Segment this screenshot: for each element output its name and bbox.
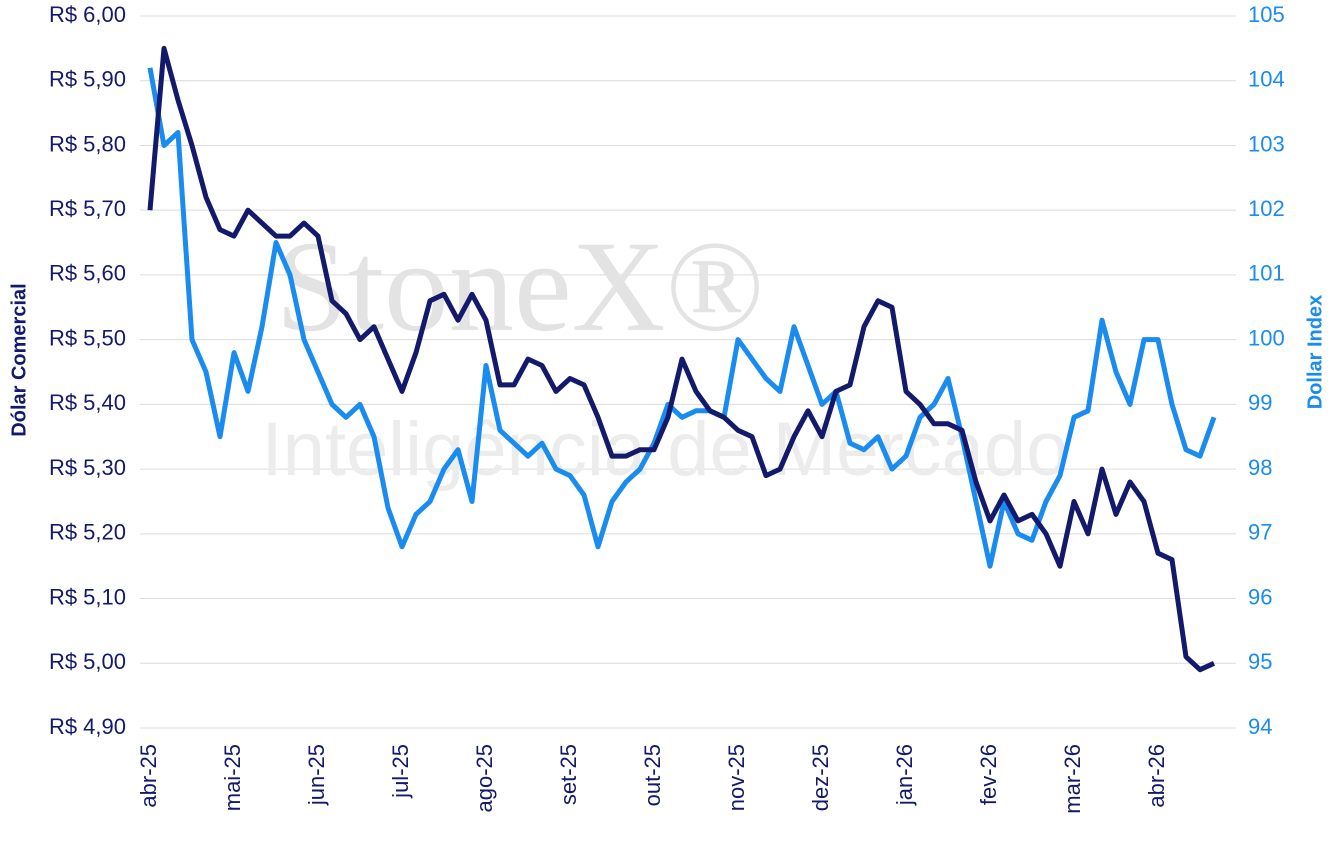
x-tick-label: set-25 xyxy=(556,744,581,805)
y2-tick-label: 101 xyxy=(1248,261,1285,286)
y-tick-label: R$ 5,80 xyxy=(49,131,126,156)
y2-tick-label: 96 xyxy=(1248,584,1272,609)
y-tick-label: R$ 5,00 xyxy=(49,649,126,674)
x-tick-label: jul-25 xyxy=(388,744,413,799)
y-tick-label: R$ 5,60 xyxy=(49,261,126,286)
x-tick-label: nov-25 xyxy=(724,744,749,811)
watermark: StoneX® xyxy=(276,215,765,359)
x-tick-label: jun-25 xyxy=(304,744,329,806)
series-line xyxy=(147,67,1217,569)
x-tick-label: mar-26 xyxy=(1060,744,1085,814)
y-tick-label: R$ 5,10 xyxy=(49,584,126,609)
x-tick-label: dez-25 xyxy=(808,744,833,811)
x-tick-label: jan-26 xyxy=(892,744,917,806)
x-tick-label: abr-25 xyxy=(136,744,161,808)
y2-axis-title: Dollar Index xyxy=(1304,295,1326,409)
y2-tick-label: 100 xyxy=(1248,325,1285,350)
y-tick-label: R$ 6,00 xyxy=(49,2,126,27)
y-tick-label: R$ 5,50 xyxy=(49,325,126,350)
series-line xyxy=(147,45,1216,673)
x-tick-label: abr-26 xyxy=(1144,744,1169,808)
y2-tick-label: 99 xyxy=(1248,390,1272,415)
y-tick-label: R$ 5,70 xyxy=(49,196,126,221)
x-tick-label: ago-25 xyxy=(472,744,497,813)
x-tick-label: mai-25 xyxy=(220,744,245,811)
y-tick-label: R$ 5,30 xyxy=(49,455,126,480)
y-tick-label: R$ 5,20 xyxy=(49,520,126,545)
y-tick-label: R$ 5,40 xyxy=(49,390,126,415)
y2-tick-label: 94 xyxy=(1248,714,1272,739)
y2-tick-label: 104 xyxy=(1248,67,1285,92)
x-tick-label: fev-26 xyxy=(976,744,1001,805)
y2-tick-label: 95 xyxy=(1248,649,1272,674)
y-tick-label: R$ 4,90 xyxy=(49,714,126,739)
y-tick-label: R$ 5,90 xyxy=(49,67,126,92)
y2-tick-label: 98 xyxy=(1248,455,1272,480)
y2-tick-label: 102 xyxy=(1248,196,1285,221)
y2-tick-label: 105 xyxy=(1248,2,1285,27)
x-tick-label: out-25 xyxy=(640,744,665,806)
y2-tick-label: 103 xyxy=(1248,131,1285,156)
y2-tick-label: 97 xyxy=(1248,520,1272,545)
y-axis-title: Dólar Comercial xyxy=(8,283,30,436)
